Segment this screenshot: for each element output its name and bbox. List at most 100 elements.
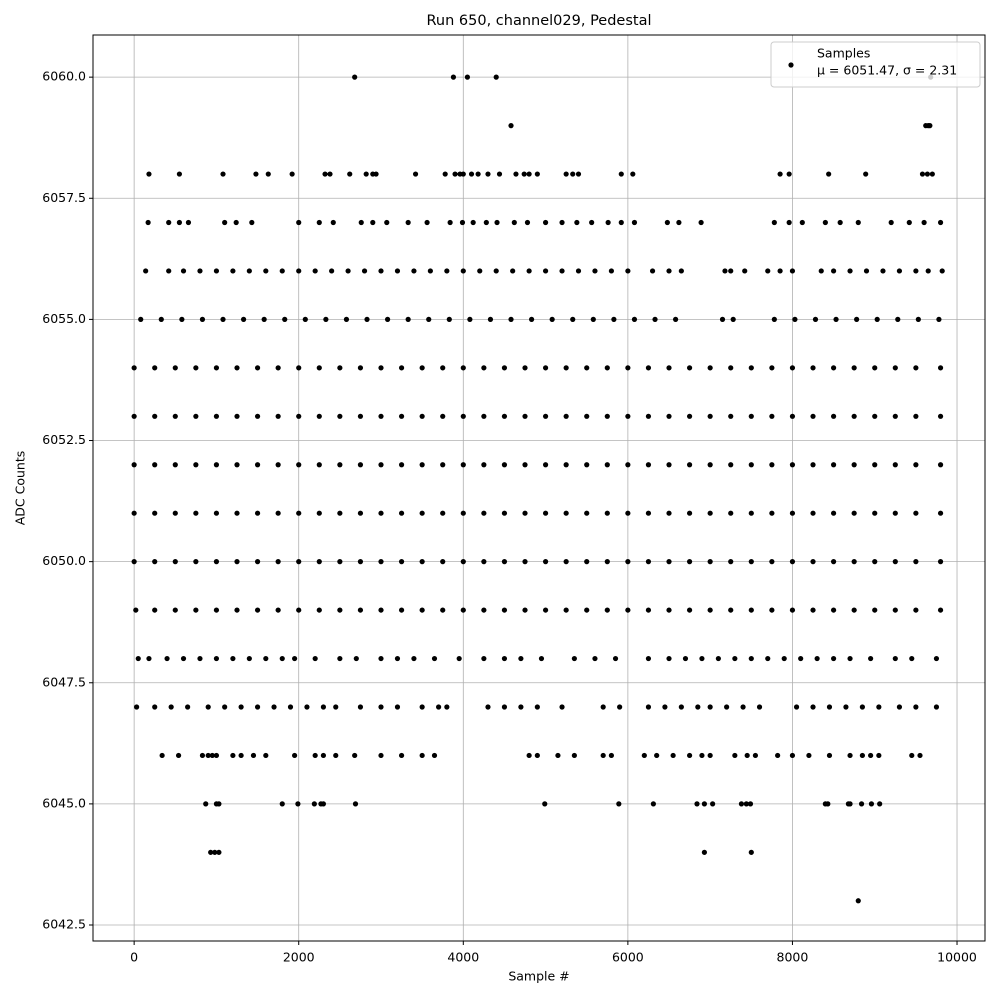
sample-point [373,171,379,177]
y-tick-label: 6057.5 [42,190,86,205]
sample-point [222,704,228,710]
sample-point [896,704,903,710]
sample-point [538,655,545,662]
sample-point [913,365,919,371]
sample-point [522,462,528,468]
sample-point [872,559,878,565]
sample-point [877,801,883,807]
sample-point [485,171,491,177]
sample-point [765,268,771,274]
sample-point [604,559,610,565]
sample-point [296,510,302,516]
sample-point [501,655,508,662]
sample-point [296,462,302,468]
sample-point [518,655,524,662]
sample-point [282,316,288,322]
sample-point [686,752,693,759]
sample-point [789,607,796,613]
sample-point [220,316,226,322]
sample-point [909,655,915,662]
sample-point [728,607,734,613]
sample-point [337,655,343,662]
sample-point [612,655,619,662]
sample-point [246,655,252,662]
sample-point [234,607,240,613]
sample-point [501,413,508,419]
sample-point [625,462,631,468]
sample-point [265,171,271,177]
x-tick-label: 4000 [447,950,479,965]
sample-point [431,655,438,662]
sample-point [363,171,369,177]
sample-point [357,704,364,710]
sample-point [777,268,783,274]
sample-point [728,365,734,371]
sample-point [261,316,267,322]
sample-point [302,316,308,322]
sample-point [199,752,206,759]
sample-point [522,365,528,371]
sample-point [398,752,405,759]
sample-point [337,365,343,371]
sample-point [584,462,590,468]
sample-point [686,559,693,565]
sample-point [460,413,466,419]
y-tick-label: 6050.0 [42,553,86,568]
sample-point [312,655,318,662]
sample-point [892,365,898,371]
sample-point [522,607,528,613]
sample-point [611,316,617,322]
sample-point [378,559,384,565]
sample-point [645,510,652,516]
sample-point [769,413,775,419]
sample-point [431,752,438,759]
sample-point [394,655,401,662]
sample-point [254,365,261,371]
sample-point [769,607,775,613]
sample-point [526,752,532,759]
sample-point [789,752,796,759]
sample-point [493,74,499,80]
sample-point [296,413,302,419]
sample-point [847,655,853,662]
sample-point [664,219,670,226]
sample-point [131,462,137,468]
x-axis-label: Sample # [508,969,569,984]
sample-point [528,316,535,322]
sample-point [316,413,322,419]
sample-point [275,607,281,613]
sample-point [542,365,549,371]
sample-point [337,413,343,419]
sample-point [818,268,824,274]
sample-point [172,559,178,565]
sample-point [220,171,226,177]
sample-point [686,607,693,613]
sample-point [460,607,466,613]
sample-point [937,510,944,516]
sample-point [357,607,364,613]
sample-point [337,462,343,468]
sample-point [213,510,220,516]
sample-point [830,510,837,516]
sample-point [361,268,368,274]
sample-point [405,316,411,322]
y-tick-label: 6042.5 [42,917,86,932]
sample-point [600,704,606,710]
sample-point [937,462,944,468]
sample-point [263,655,269,662]
sample-point [743,801,749,807]
sample-point [830,655,837,662]
sample-point [625,413,631,419]
sample-point [936,316,942,322]
sample-point [337,607,343,613]
sample-point [145,219,151,226]
sample-point [440,510,446,516]
sample-point [238,704,244,710]
sample-point [526,268,532,274]
sample-point [213,462,220,468]
sample-point [510,268,516,274]
sample-point [394,268,401,274]
sample-point [199,316,206,322]
sample-point [459,219,466,226]
sample-point [131,510,137,516]
